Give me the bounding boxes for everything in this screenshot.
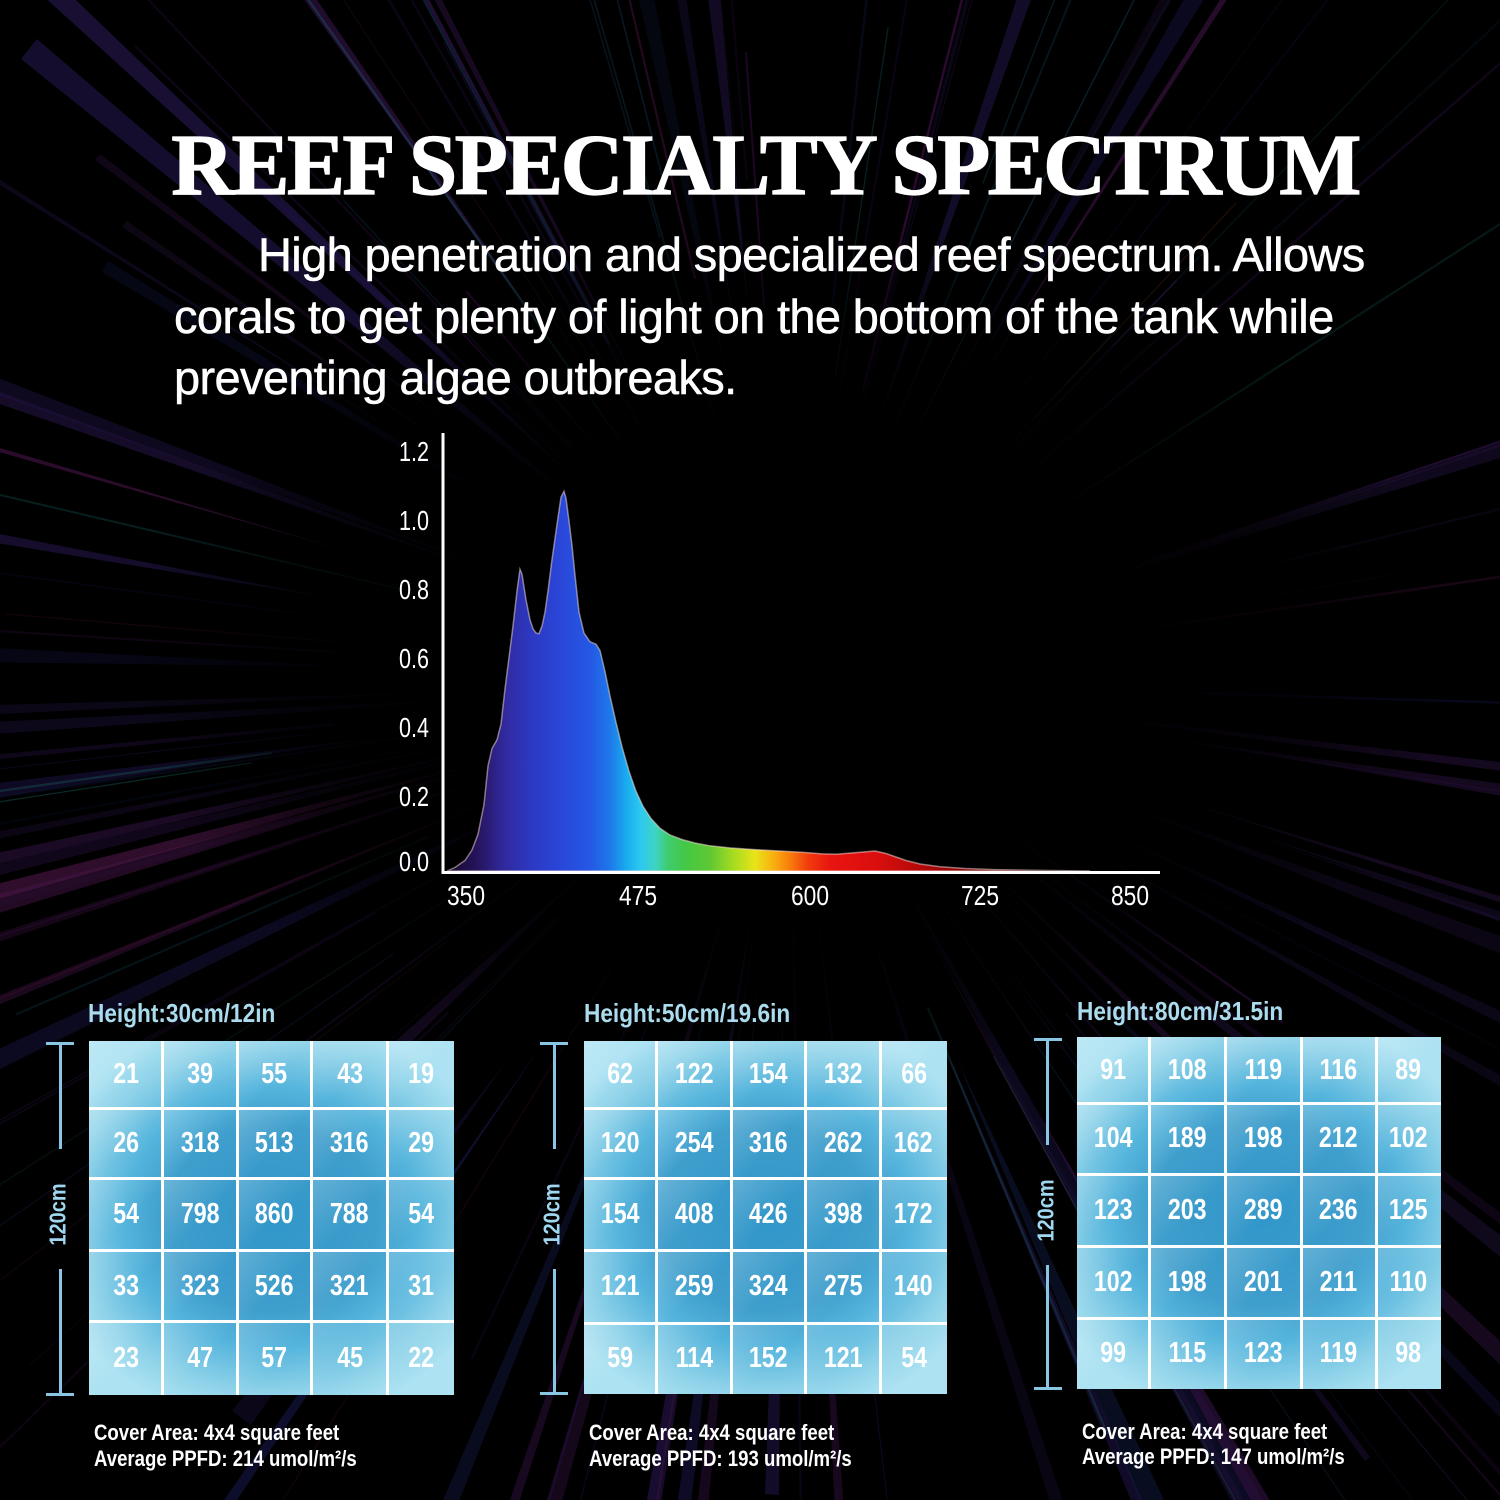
svg-text:475: 475 — [619, 880, 657, 911]
svg-text:0.6: 0.6 — [399, 643, 429, 674]
svg-text:1.0: 1.0 — [399, 505, 429, 536]
svg-text:1.2: 1.2 — [399, 436, 429, 467]
svg-text:850: 850 — [1111, 880, 1149, 911]
svg-text:0.4: 0.4 — [399, 712, 429, 743]
svg-text:0.2: 0.2 — [399, 781, 429, 812]
svg-text:0.0: 0.0 — [399, 846, 429, 877]
svg-text:725: 725 — [961, 880, 999, 911]
svg-text:350: 350 — [447, 880, 485, 911]
svg-text:600: 600 — [791, 880, 829, 911]
svg-text:0.8: 0.8 — [399, 574, 429, 605]
